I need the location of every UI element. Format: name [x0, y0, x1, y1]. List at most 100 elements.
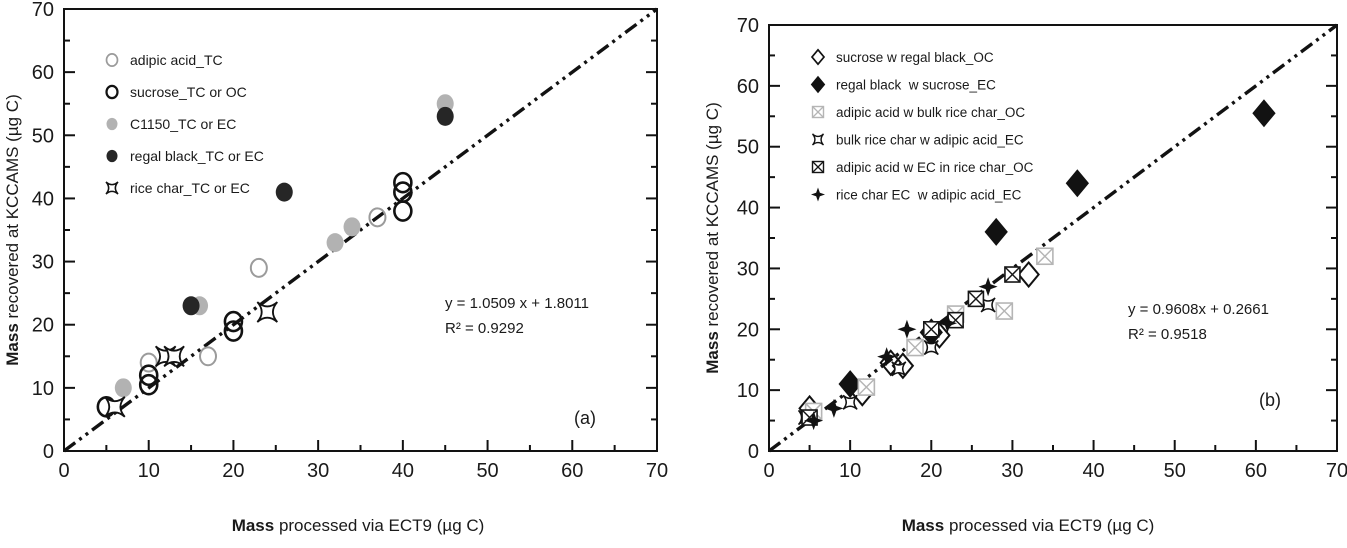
y-axis-title-b-rest: recovered at KCCAMS (µg C): [703, 102, 722, 332]
plot-a-legend-marker-0: [105, 52, 119, 68]
plot-a-legend: adipic acid_TC sucrose_TC or OC C1150_TC o…: [105, 52, 264, 196]
plot-b-x-tick-label: 50: [1164, 460, 1186, 482]
plot-a-x-tick-label: 10: [138, 460, 160, 482]
plot-a-series-2-point: [326, 233, 344, 253]
plot-b-series-0-point: [1017, 260, 1040, 289]
plot-b-x-tick-label: 20: [920, 460, 942, 482]
plot-b-series-5-point: [938, 313, 958, 333]
y-axis-title-a: Mass recovered at KCCAMS (µg C): [3, 0, 29, 460]
plot-b-series-5-point: [897, 319, 917, 339]
plot-b-legend-marker-0: [810, 48, 826, 66]
plot-a-series-1-point: [393, 200, 413, 222]
plot-b-legend-label-2: adipic acid w bulk rice char_OC: [836, 105, 1025, 120]
plot-b-legend-marker-2: [811, 105, 825, 119]
plot-a-x-tick-label: 0: [58, 460, 69, 482]
plot-b-series-1-point: [984, 217, 1008, 246]
plot-a-legend-label-3: regal black_TC or EC: [130, 148, 264, 164]
fit-equation-b-line: y = 0.9608x + 0.2661: [1128, 301, 1269, 318]
plot-a-legend-label-1: sucrose_TC or OC: [130, 84, 247, 100]
plot-a-series-3-point: [436, 106, 454, 126]
plot-b-series-4-point: [922, 320, 940, 338]
plot-b-series-3-point: [980, 297, 996, 313]
plot-b-legend-marker-5: [810, 187, 826, 202]
plot-a-y-tick-label: 60: [32, 62, 54, 84]
fit-r2-b: R² = 0.9518: [1128, 326, 1207, 343]
plot-a-series-2-point: [343, 217, 361, 237]
plot-a-legend-marker-4: [105, 181, 119, 195]
plot-b-y-tick-label: 70: [737, 15, 759, 37]
plot-a-x-tick-label: 50: [476, 460, 498, 482]
plot-a-y-tick-label: 0: [43, 441, 54, 463]
plot-a-legend-label-0: adipic acid_TC: [130, 52, 223, 68]
plot-b-series-2-point: [857, 378, 876, 396]
plot-b-legend-marker-4: [811, 160, 825, 174]
plot-a-legend-marker-3: [106, 149, 118, 163]
plot-a-series-3-point: [275, 182, 293, 202]
plot-a-y-tick-label: 30: [32, 252, 54, 274]
plot-b-series-5-point: [877, 347, 897, 367]
plot-b-y-tick-label: 0: [748, 441, 759, 463]
plot-b-y-tick-label: 30: [737, 258, 759, 280]
plot-b-legend-label-0: sucrose w regal black_OC: [836, 50, 994, 65]
plot-a-y-tick-label: 40: [32, 188, 54, 210]
plot-a-series-2-point: [114, 378, 132, 398]
plot-a-series-1-point: [138, 373, 159, 396]
plot-a-series-0-point: [199, 346, 218, 367]
plot-b-x-tick-label: 10: [839, 460, 861, 482]
plot-b-series-5-point: [804, 411, 824, 431]
plot-b-y-tick-label: 60: [737, 76, 759, 98]
plot-a-series-3-point: [182, 296, 200, 316]
x-axis-title-a: Mass processed via ECT9 (µg C): [158, 516, 558, 536]
plot-b-y-tick-label: 50: [737, 137, 759, 159]
x-axis-title-b-rest: processed via ECT9 (µg C): [944, 516, 1155, 535]
plot-b-series-4-point: [967, 290, 985, 308]
plot-b-x-tick-label: 30: [1001, 460, 1023, 482]
x-axis-title-a-rest: processed via ECT9 (µg C): [274, 516, 485, 535]
plot-a-y-tick-label: 70: [32, 0, 54, 21]
plot-b-legend-marker-3: [811, 133, 825, 146]
plot-b-series-5-point: [824, 398, 844, 418]
x-axis-title-a-bold: Mass: [231, 516, 275, 535]
panel-label-a: (a): [574, 408, 596, 428]
plot-b-series-1-point: [1252, 99, 1276, 128]
plot-a-legend-label-2: C1150_TC or EC: [130, 116, 236, 132]
plot-a-series-4-point: [256, 301, 279, 323]
y-axis-title-b-bold: Mass: [703, 331, 722, 374]
plot-b-x-tick-label: 40: [1082, 460, 1104, 482]
plot-panel-b: 0 10 20 30 40 50 60 70 0 10 20 30 40 50 60 70 sucrose w …: [737, 15, 1347, 482]
plot-a-series-0-point: [139, 352, 158, 373]
x-axis-title-b: Mass processed via ECT9 (µg C): [828, 516, 1228, 536]
x-axis-title-b-bold: Mass: [901, 516, 945, 535]
plot-b-series-5-point: [978, 277, 998, 297]
plot-a-y-tick-label: 10: [32, 378, 54, 400]
plot-a-series-1-point: [393, 181, 413, 203]
plot-b-series-2-point: [995, 302, 1014, 320]
plot-b-legend-label-3: bulk rice char w adipic acid_EC: [836, 133, 1024, 148]
plot-b-series-2-point: [906, 338, 924, 357]
y-axis-title-b: Mass recovered at KCCAMS (µg C): [703, 8, 729, 468]
plot-b-series-1-point: [838, 370, 862, 399]
plot-a-x-tick-label: 20: [222, 460, 244, 482]
plot-a-x-tick-label: 30: [307, 460, 329, 482]
plot-a-x-tick-label: 60: [561, 460, 583, 482]
plot-a-series-4-point: [104, 396, 126, 418]
plot-b-legend-label-5: rice char EC w adipic acid_EC: [836, 188, 1022, 203]
plot-a-series-0-point: [249, 257, 268, 278]
plot-a-y-tick-label: 50: [32, 125, 54, 147]
plot-panel-a: 0 10 20 30 40 50 60 70 0 10 20 30 40 50 60 70 adipic aci…: [32, 0, 668, 482]
plot-b-y-tick-label: 20: [737, 319, 759, 341]
plot-b-series-3-point: [923, 339, 939, 356]
fit-r2-a: R² = 0.9292: [445, 320, 524, 337]
plot-b-legend-label-1: regal black w sucrose_EC: [836, 78, 996, 93]
plot-b-legend-label-4: adipic acid w EC in rice char_OC: [836, 160, 1034, 175]
plot-a-x-tick-label: 40: [392, 460, 414, 482]
fit-equation-b: y = 0.9608x + 0.2661 R² = 0.9518: [1128, 297, 1269, 347]
plot-b-legend-marker-1: [810, 75, 826, 94]
plot-a-legend-marker-1: [105, 84, 119, 100]
plot-a-legend-marker-2: [106, 117, 118, 131]
plot-a-series-1-point: [393, 171, 413, 194]
plot-a-y-tick-label: 20: [32, 315, 54, 337]
plot-b-series-3-point: [842, 394, 858, 410]
